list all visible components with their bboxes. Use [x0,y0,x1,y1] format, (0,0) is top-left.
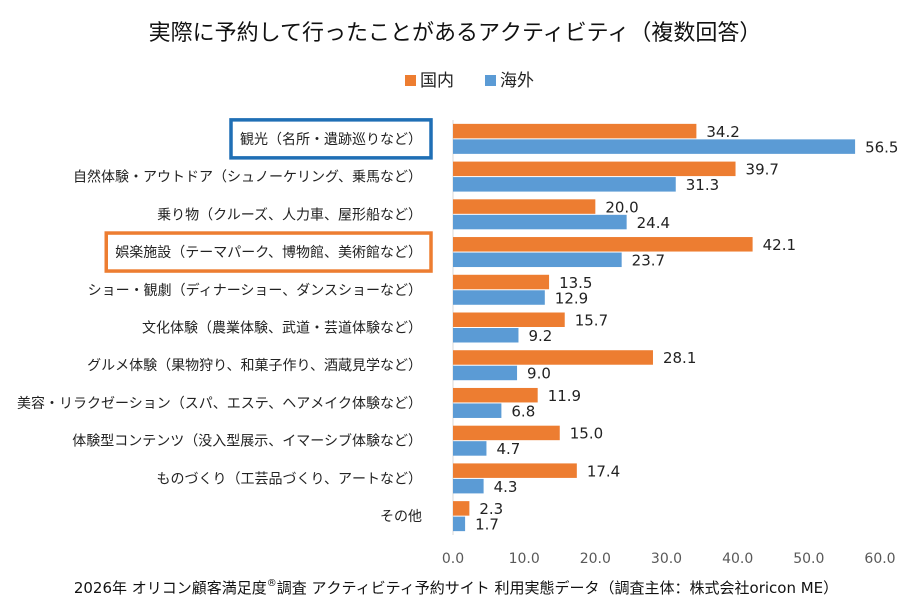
bar-domestic-4 [453,237,753,252]
data-label-overseas-3: 24.4 [637,214,670,232]
x-tick-label-4: 30.0 [651,551,682,567]
category-label-4: 娯楽施設（テーマパーク、博物館、美術館など） [115,244,422,261]
highlight-box-1 [229,118,433,160]
bar-overseas-9 [453,441,487,456]
data-label-domestic-6: 15.7 [575,312,608,330]
legend-label-2: 海外 [500,71,534,91]
data-label-overseas-1: 56.5 [865,138,898,156]
category-label-6: 文化体験（農業体験、武道・芸道体験など） [142,321,422,337]
legend-label-1: 国内 [420,71,454,91]
data-label-overseas-9: 4.7 [496,440,520,458]
bar-overseas-7 [453,365,518,381]
footer-text-1: 2026年 オリコン顧客満足度 [74,579,267,597]
bar-domestic-2 [453,161,736,177]
bar-domestic-10 [453,463,577,478]
x-tick-label-3: 20.0 [580,551,611,567]
bar-overseas-5 [453,290,545,305]
x-tick-label-6: 50.0 [793,551,824,567]
legend-swatch-1 [405,75,416,86]
category-label-11: その他 [380,509,422,525]
bar-domestic-8 [453,387,538,403]
data-label-overseas-6: 9.2 [528,327,552,345]
bar-domestic-11 [453,501,470,516]
chart-title: 実際に予約して行ったことがあるアクティビティ（複数回答） [149,21,762,46]
bar-domestic-6 [453,312,565,327]
bar-domestic-1 [453,123,697,139]
data-label-domestic-8: 11.9 [548,387,581,405]
legend-swatch-2 [485,75,496,86]
category-label-9: 体験型コンテンツ（没入型展示、イマーシブ体験など） [72,433,422,450]
data-label-overseas-10: 4.3 [494,478,518,496]
bar-overseas-10 [453,478,484,494]
bar-overseas-4 [453,252,622,268]
category-label-3: 乗り物（クルーズ、人力車、屋形船など） [157,206,422,223]
bar-overseas-6 [453,328,519,343]
category-highlights [104,118,433,273]
x-tick-label-5: 40.0 [722,551,753,567]
bar-overseas-2 [453,177,676,192]
bar-overseas-1 [453,139,856,154]
data-label-overseas-2: 31.3 [686,176,719,194]
category-label-5: ショー・観劇（ディナーショー、ダンスショーなど） [88,282,422,299]
data-label-domestic-9: 15.0 [570,425,603,443]
bar-domestic-9 [453,425,560,441]
category-label-8: 美容・リラクゼーション（スパ、エステ、ヘアメイク体験など） [17,395,422,412]
bar-overseas-3 [453,214,627,230]
legend: 国内 海外 [405,71,534,91]
data-label-domestic-3: 20.0 [605,198,638,216]
category-labels: 観光（名所・遺跡巡りなど） 自然体験・アウトドア（シュノーケリング、乗馬など） 乗り… [17,131,422,525]
x-tick-label-2: 10.0 [509,551,540,567]
category-label-1: 観光（名所・遺跡巡りなど） [240,131,422,148]
data-label-overseas-8: 6.8 [511,402,535,420]
bar-domestic-7 [453,350,653,365]
data-label-overseas-4: 23.7 [632,252,665,270]
data-label-domestic-10: 17.4 [587,462,620,480]
x-tick-label-7: 60.0 [864,551,895,567]
data-label-domestic-5: 13.5 [559,274,592,292]
data-label-domestic-1: 34.2 [706,123,739,141]
category-label-2: 自然体験・アウトドア（シュノーケリング、乗馬など） [73,169,422,186]
bars [453,123,856,532]
x-axis-ticks: 0.0 10.0 20.0 30.0 40.0 50.0 60.0 [442,551,896,567]
bar-domestic-3 [453,199,596,214]
data-labels: 34.2 39.7 20.0 42.1 13.5 15.7 28.1 11.9 15.0 17.4… [475,123,898,534]
category-label-10: ものづくり（工芸品づくり、アートなど） [157,471,422,487]
data-label-domestic-2: 39.7 [746,161,779,179]
footer-text-2: 調査 アクティビティ予約サイト 利用実態データ（調査主体：株式会社oricon … [277,579,838,597]
x-tick-label-1: 0.0 [442,551,464,567]
bar-overseas-8 [453,403,502,418]
data-label-overseas-5: 12.9 [555,289,588,307]
bar-domestic-5 [453,274,550,290]
data-label-domestic-4: 42.1 [763,236,796,254]
category-label-7: グルメ体験（果物狩り、和菓子作り、酒蔵見学など） [87,358,422,374]
highlight-box-2 [104,231,433,273]
data-label-overseas-7: 9.0 [527,365,551,383]
bar-overseas-11 [453,516,466,532]
data-label-overseas-11: 1.7 [475,516,499,534]
data-label-domestic-7: 28.1 [663,349,696,367]
footer-source: 2026年 オリコン顧客満足度®調査 アクティビティ予約サイト 利用実態データ（… [74,578,838,597]
data-label-domestic-11: 2.3 [479,500,503,518]
footer-registered-mark: ® [267,578,277,589]
